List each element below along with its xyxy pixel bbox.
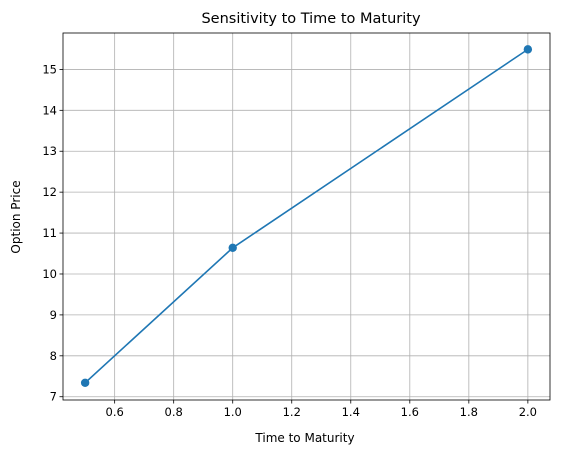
grid xyxy=(63,33,550,400)
x-tick-label: 1.8 xyxy=(460,405,478,419)
x-tick-label: 1.2 xyxy=(283,405,301,419)
series xyxy=(80,45,533,388)
x-tick-label: 1.6 xyxy=(401,405,419,419)
y-tick-label: 11 xyxy=(42,226,57,240)
x-tick-label: 0.6 xyxy=(106,405,124,419)
data-point xyxy=(523,45,533,54)
y-tick-label: 15 xyxy=(42,62,57,76)
y-tick-label: 8 xyxy=(50,349,57,363)
y-tick-label: 7 xyxy=(50,390,57,404)
y-tick-label: 9 xyxy=(50,308,57,322)
plot-area-frame xyxy=(62,32,551,401)
x-tick-label: 1.0 xyxy=(224,405,242,419)
y-tick-label: 10 xyxy=(42,267,57,281)
y-axis-label: Option Price xyxy=(9,180,23,253)
axis-ticks: 0.6 0.8 1.0 1.2 1.4 1.6 1.8 2.0 7 8 9 10 11 12 13 14 15 xyxy=(42,62,537,419)
x-axis-label: Time to Maturity xyxy=(254,431,354,445)
y-tick-label: 14 xyxy=(42,103,57,117)
x-tick-label: 1.4 xyxy=(342,405,360,419)
data-point xyxy=(228,243,237,252)
x-tick-label: 0.8 xyxy=(165,405,183,419)
x-tick-label: 2.0 xyxy=(519,405,537,419)
data-point xyxy=(80,378,90,388)
y-tick-label: 12 xyxy=(42,185,57,199)
series-line xyxy=(84,48,529,384)
chart-title: Sensitivity to Time to Maturity xyxy=(201,11,420,27)
y-tick-label: 13 xyxy=(42,144,57,158)
